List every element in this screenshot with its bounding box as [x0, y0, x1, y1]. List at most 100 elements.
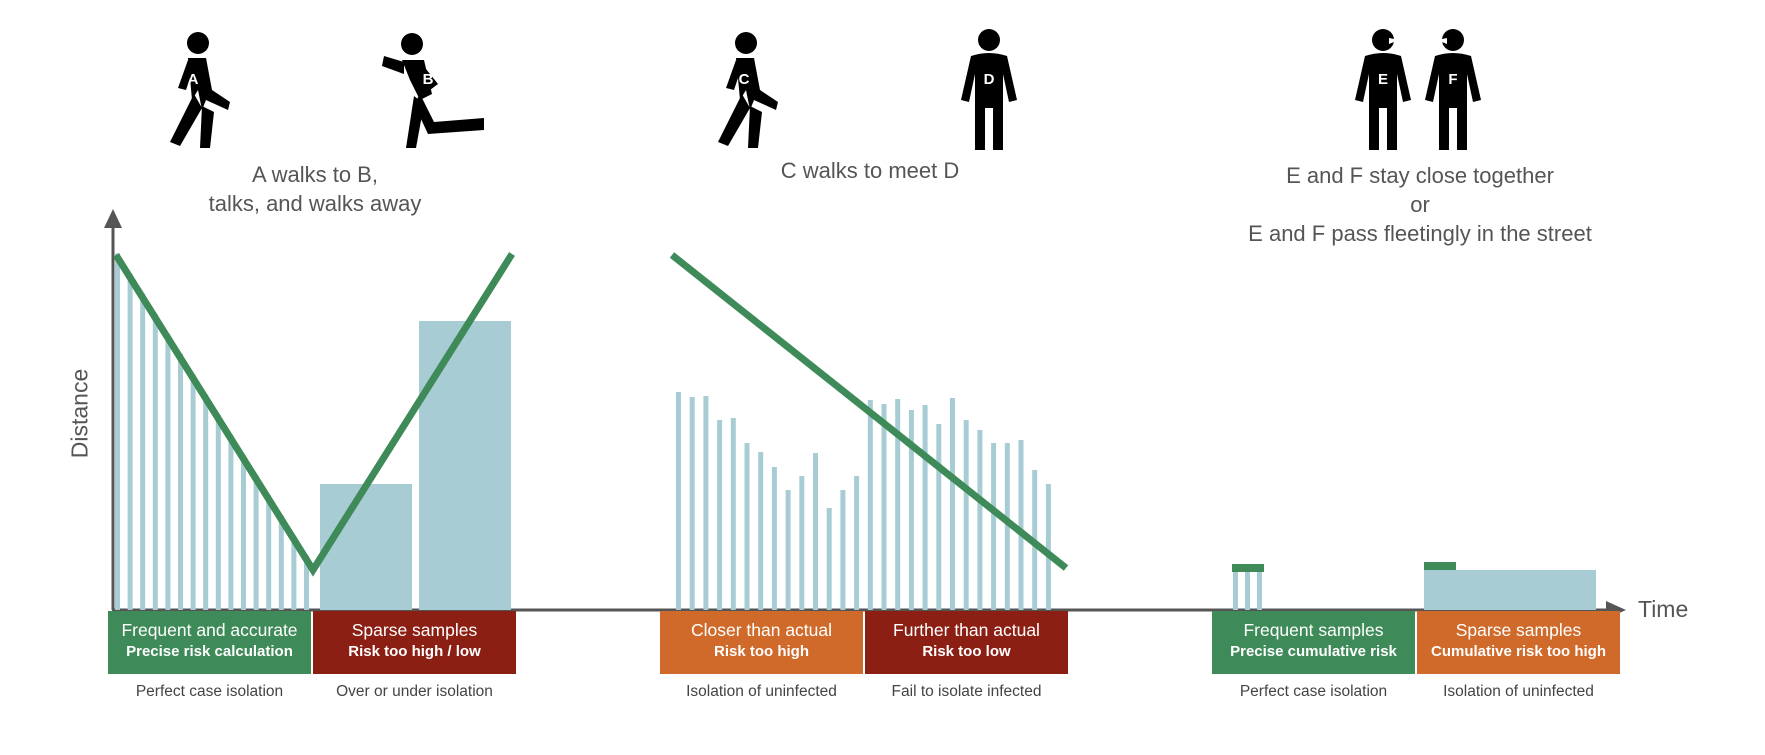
outcome-label: Isolation of uninfected	[1443, 683, 1594, 700]
sample-bar	[1018, 440, 1024, 610]
sample-bar	[1004, 443, 1010, 610]
person-letter-f: F	[1448, 71, 1457, 88]
caption-line: or	[1410, 192, 1430, 217]
sample-bar	[676, 392, 681, 610]
category-box-frequent-accurate: Frequent and accurate Precise risk calcu…	[108, 611, 311, 674]
sample-bar	[266, 495, 272, 610]
sample-bar	[881, 404, 887, 610]
box-title: Frequent and accurate	[121, 620, 298, 640]
caption-line: talks, and walks away	[208, 191, 422, 216]
person-letter-e: E	[1378, 71, 1388, 88]
box-subtitle: Risk too high / low	[348, 643, 481, 660]
box-title: Frequent samples	[1243, 620, 1384, 640]
sample-bar	[115, 253, 120, 610]
category-box-further-than-actual: Further than actual Risk too low	[865, 611, 1068, 674]
sample-bar	[717, 420, 723, 610]
caption-ab: A walks to B, talks, and walks away	[170, 160, 460, 218]
caption-ef: E and F stay close together or E and F p…	[1220, 161, 1620, 248]
sample-bar	[730, 418, 736, 610]
actual-distance-line-cd	[669, 252, 1069, 571]
person-letter-d: D	[984, 71, 995, 88]
sample-bar	[190, 374, 196, 610]
box-subtitle: Risk too high	[714, 643, 809, 660]
category-box-closer-than-actual: Closer than actual Risk too high	[660, 611, 863, 674]
caption-cd: C walks to meet D	[720, 156, 1020, 185]
sample-bar	[744, 443, 750, 610]
sample-bar	[840, 490, 846, 610]
bars-frequent-accurate	[115, 253, 309, 610]
walking-person-icon	[170, 32, 230, 148]
box-subtitle: Risk too low	[922, 643, 1011, 660]
short-bar	[1257, 572, 1262, 610]
actual-distance-segment	[1232, 564, 1264, 572]
box-title: Sparse samples	[1455, 620, 1582, 640]
category-box-sparse-cumulative: Sparse samples Cumulative risk too high	[1417, 611, 1620, 674]
caption-line: E and F pass fleetingly in the street	[1248, 221, 1592, 246]
sample-bar	[936, 424, 942, 610]
category-box-sparse-samples: Sparse samples Risk too high / low	[313, 611, 516, 674]
sample-bar	[291, 535, 297, 610]
caption-line: E and F stay close together	[1286, 163, 1554, 188]
sample-bar	[215, 414, 221, 610]
bars-ef-sparse	[1424, 562, 1596, 610]
sample-bar	[854, 476, 860, 610]
sample-bar	[203, 394, 209, 610]
outcome-label: Fail to isolate infected	[891, 683, 1042, 700]
y-axis-label: Distance	[66, 368, 93, 459]
sample-bar	[689, 397, 695, 610]
actual-distance-line-ab	[113, 252, 515, 577]
sample-bar	[895, 399, 901, 610]
standing-person-icon	[961, 29, 1017, 150]
bars-ef-frequent	[1232, 564, 1264, 610]
sparse-bar	[419, 321, 511, 610]
category-box-frequent-samples: Frequent samples Precise cumulative risk	[1212, 611, 1415, 674]
sample-bar	[278, 515, 284, 610]
people-icons	[170, 29, 1481, 150]
sample-bar	[908, 410, 914, 610]
sample-bar	[253, 475, 259, 610]
bars-sparse	[320, 321, 511, 610]
box-title: Sparse samples	[351, 620, 478, 640]
x-axis-label: Time	[1638, 596, 1689, 622]
box-subtitle: Precise risk calculation	[126, 643, 293, 660]
box-subtitle: Precise cumulative risk	[1230, 643, 1397, 660]
sample-bar	[165, 334, 171, 610]
sample-bar	[1045, 484, 1051, 610]
sample-bar	[241, 454, 246, 610]
box-title: Further than actual	[893, 620, 1040, 640]
sample-bar	[703, 396, 709, 610]
person-letter-a: A	[188, 71, 199, 88]
sample-bar	[799, 476, 805, 610]
sample-bar	[813, 453, 818, 610]
sample-bar	[758, 452, 764, 610]
sparse-cumulative-bar	[1424, 570, 1596, 610]
actual-distance-segment	[1424, 562, 1456, 570]
sample-bar	[867, 400, 873, 610]
sample-bar	[950, 398, 955, 610]
outcome-label: Perfect case isolation	[135, 683, 284, 700]
sample-bar	[922, 405, 928, 610]
sample-bar	[785, 490, 791, 610]
box-title: Closer than actual	[690, 620, 833, 640]
box-subtitle: Cumulative risk too high	[1430, 643, 1607, 660]
sample-bar	[977, 430, 983, 610]
sample-bar	[963, 420, 969, 610]
sample-bar	[127, 273, 133, 610]
caption-line: A walks to B,	[252, 162, 378, 187]
sample-bar	[140, 293, 146, 610]
bars-noisy	[676, 392, 1051, 610]
sample-bar	[228, 434, 234, 610]
person-letter-b: B	[423, 71, 434, 88]
outcome-label: Over or under isolation	[336, 683, 493, 700]
sparse-bar	[320, 484, 412, 610]
sample-bar	[178, 354, 183, 610]
sample-bar	[771, 467, 777, 610]
talking-person-icon	[1355, 29, 1411, 150]
short-bar	[1245, 572, 1250, 610]
sample-bar	[991, 443, 997, 610]
y-axis-arrow	[104, 209, 122, 228]
sample-bar	[826, 508, 832, 610]
short-bar	[1233, 572, 1238, 610]
outcome-label: Perfect case isolation	[1239, 683, 1388, 700]
outcome-label: Isolation of uninfected	[686, 683, 837, 700]
